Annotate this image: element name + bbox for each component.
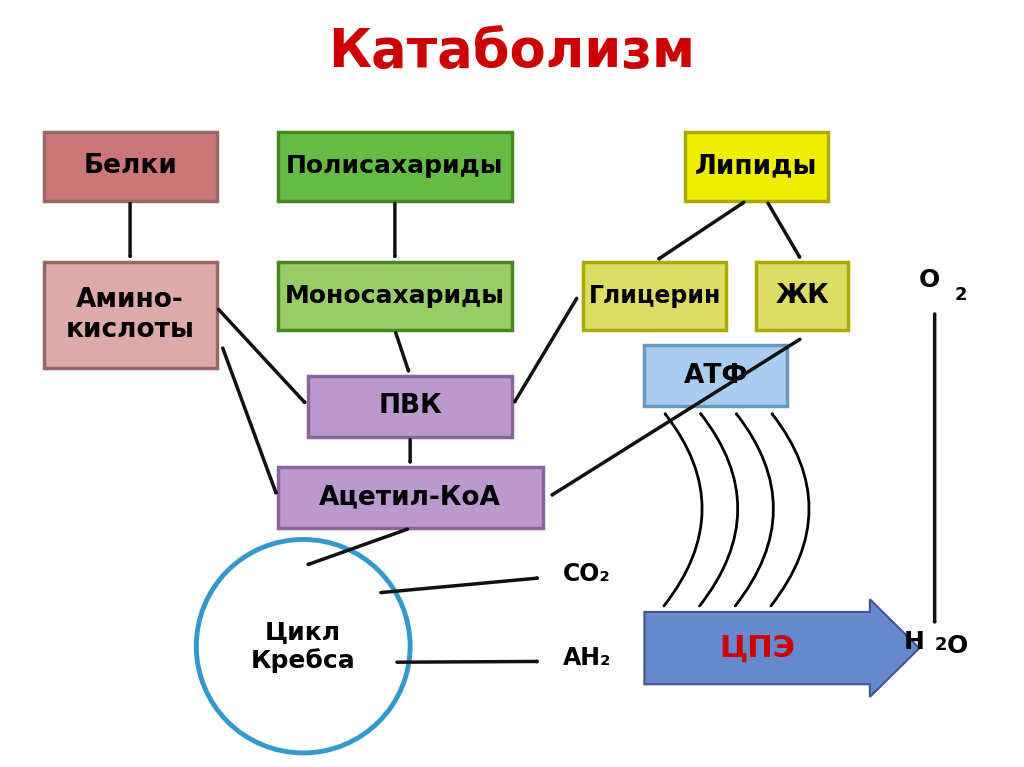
Ellipse shape	[197, 539, 411, 753]
Text: Полисахариды: Полисахариды	[286, 154, 504, 179]
Text: 2: 2	[935, 636, 947, 653]
Text: O: O	[919, 268, 940, 292]
Text: Цикл
Кребса: Цикл Кребса	[251, 620, 355, 673]
FancyBboxPatch shape	[43, 132, 217, 201]
Text: O: O	[947, 634, 968, 658]
Text: Катаболизм: Катаболизм	[329, 26, 695, 78]
Text: Липиды: Липиды	[695, 153, 817, 179]
Text: ЖК: ЖК	[775, 283, 829, 309]
Text: АТФ: АТФ	[683, 363, 748, 389]
FancyBboxPatch shape	[278, 132, 512, 201]
Text: Глицерин: Глицерин	[589, 284, 721, 308]
Text: Амино-
кислоты: Амино- кислоты	[66, 287, 195, 343]
FancyBboxPatch shape	[644, 345, 787, 407]
Text: Белки: Белки	[83, 153, 177, 179]
FancyBboxPatch shape	[278, 467, 543, 528]
Text: АН₂: АН₂	[563, 646, 611, 670]
Text: H: H	[903, 630, 925, 654]
Text: ПВК: ПВК	[378, 393, 442, 420]
Text: CO₂: CO₂	[563, 562, 610, 586]
FancyBboxPatch shape	[757, 262, 848, 331]
Text: Ацетил-КоА: Ацетил-КоА	[319, 485, 501, 511]
Text: ЦПЭ: ЦПЭ	[719, 634, 796, 663]
FancyArrow shape	[644, 599, 920, 697]
FancyBboxPatch shape	[584, 262, 726, 331]
FancyBboxPatch shape	[685, 132, 827, 201]
Text: Моносахариды: Моносахариды	[285, 284, 505, 308]
Text: 2: 2	[955, 285, 968, 304]
FancyBboxPatch shape	[43, 262, 217, 368]
FancyBboxPatch shape	[308, 376, 512, 436]
FancyBboxPatch shape	[278, 262, 512, 331]
